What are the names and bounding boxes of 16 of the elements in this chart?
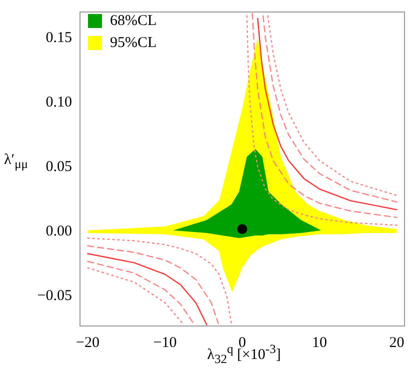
y-tick-label: 0.10 xyxy=(46,94,72,110)
y-tick-label: 0.05 xyxy=(46,159,72,175)
line-series xyxy=(87,245,219,324)
line-series xyxy=(87,260,194,324)
x-tick-label: 20 xyxy=(389,334,404,351)
x-tick-label: 10 xyxy=(312,334,328,351)
y-axis-title: λ′$_{μμ}$ xyxy=(4,152,28,172)
line-series xyxy=(87,267,184,324)
legend-label: 68%CL xyxy=(110,12,157,30)
x-tick-label: −10 xyxy=(153,334,177,351)
legend-label: 95%CL xyxy=(110,34,157,52)
y-tick-label: 0.00 xyxy=(46,224,72,240)
x-tick-label: −20 xyxy=(76,334,100,351)
line-series xyxy=(87,238,232,324)
y-tick-label: 0.15 xyxy=(46,30,72,46)
y-tick-label: −0.05 xyxy=(37,288,72,304)
